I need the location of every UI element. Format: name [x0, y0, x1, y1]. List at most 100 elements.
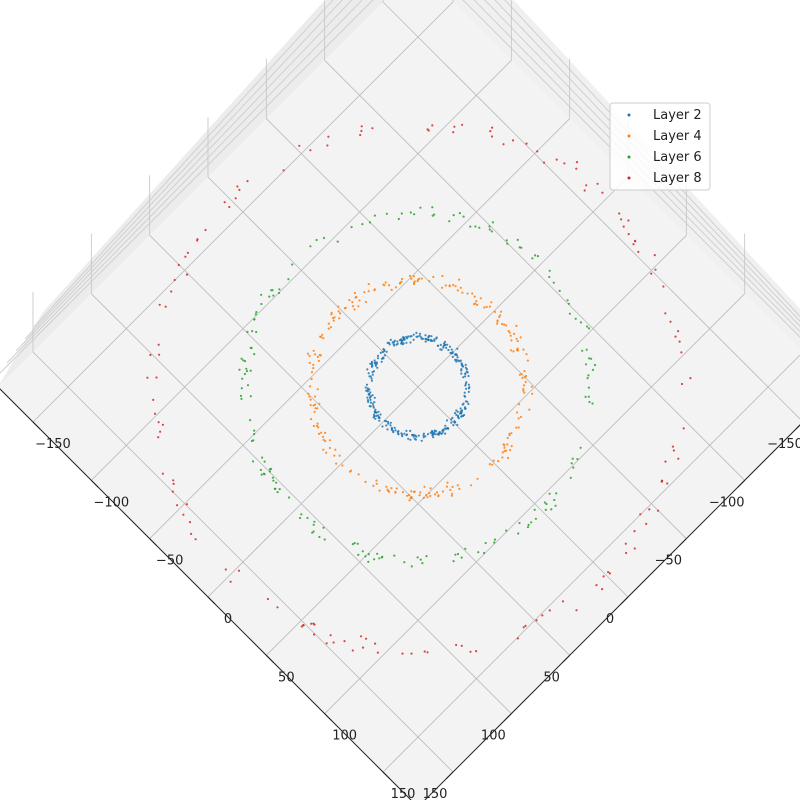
data-point [482, 551, 486, 555]
data-point [405, 429, 408, 432]
data-point [343, 640, 346, 643]
data-point [469, 650, 472, 653]
data-point [367, 400, 370, 403]
data-point [224, 568, 227, 571]
data-point [401, 435, 404, 438]
data-point [400, 342, 403, 345]
data-point [466, 371, 469, 374]
data-point [172, 479, 175, 482]
y-tick-mark [382, 771, 391, 780]
data-point [325, 451, 328, 454]
data-point [366, 399, 370, 402]
data-point [309, 404, 312, 407]
data-point [427, 335, 430, 338]
data-point [338, 454, 341, 457]
data-point [542, 161, 546, 164]
data-point [553, 498, 556, 502]
data-point [607, 571, 610, 574]
data-point [373, 558, 376, 561]
data-point [523, 376, 527, 379]
data-point [322, 435, 325, 438]
data-point [369, 395, 372, 398]
data-point [534, 517, 538, 520]
data-point [455, 413, 458, 416]
data-point [433, 213, 436, 216]
data-point [309, 385, 312, 388]
data-point [654, 268, 657, 271]
data-point [381, 425, 384, 428]
data-point [515, 426, 518, 429]
data-point [591, 368, 595, 371]
legend-frame [609, 102, 711, 191]
data-point [516, 411, 519, 414]
data-point [419, 491, 422, 494]
x-tick-label: 100 [481, 729, 506, 744]
data-point [442, 429, 445, 432]
data-point [302, 624, 305, 627]
data-point [454, 358, 457, 361]
data-point [505, 529, 508, 532]
data-point [581, 349, 584, 352]
data-point [320, 336, 323, 339]
data-point [464, 547, 467, 550]
data-point [618, 212, 621, 215]
data-point [407, 335, 410, 338]
data-point [159, 430, 162, 433]
data-point [664, 312, 667, 315]
data-point [364, 300, 367, 304]
data-point [364, 386, 367, 389]
data-point [173, 278, 176, 282]
data-point [448, 284, 451, 287]
data-point [520, 246, 523, 249]
data-point [367, 283, 370, 286]
data-point [322, 438, 325, 441]
data-point [316, 422, 319, 425]
data-point [479, 297, 482, 300]
data-point [385, 350, 388, 353]
data-point [339, 312, 342, 315]
data-point [240, 357, 243, 360]
data-point [287, 278, 290, 281]
data-point [337, 310, 340, 313]
data-point [409, 429, 412, 432]
data-point [456, 423, 459, 426]
grid-line-y [207, 176, 629, 598]
data-point [498, 315, 501, 319]
data-point [369, 401, 372, 404]
data-point [503, 446, 506, 449]
data-point [428, 280, 431, 283]
data-point [424, 334, 427, 337]
data-point [409, 341, 412, 344]
data-point [368, 221, 372, 224]
data-point [453, 125, 456, 128]
series-layer-2 [364, 331, 471, 442]
data-point [204, 228, 207, 232]
data-point [392, 343, 395, 346]
data-point [444, 284, 447, 287]
data-point [524, 624, 527, 628]
data-point [458, 212, 461, 215]
data-point [249, 419, 252, 422]
data-point [336, 240, 339, 243]
data-point [390, 288, 393, 291]
data-point [466, 400, 469, 403]
data-point [363, 291, 366, 294]
data-point [570, 462, 573, 465]
series-layer-4 [306, 274, 534, 502]
data-point [475, 300, 478, 303]
data-point [385, 424, 388, 427]
data-point [310, 377, 313, 381]
data-point [405, 335, 408, 339]
data-point [456, 347, 459, 350]
data-point [253, 429, 256, 432]
data-point [587, 327, 591, 330]
data-point [368, 375, 371, 378]
data-point [579, 321, 583, 324]
data-point [417, 277, 421, 280]
data-point [368, 393, 371, 396]
data-point [376, 366, 379, 369]
data-point [401, 339, 404, 342]
data-point [461, 403, 464, 406]
data-point [310, 371, 314, 374]
